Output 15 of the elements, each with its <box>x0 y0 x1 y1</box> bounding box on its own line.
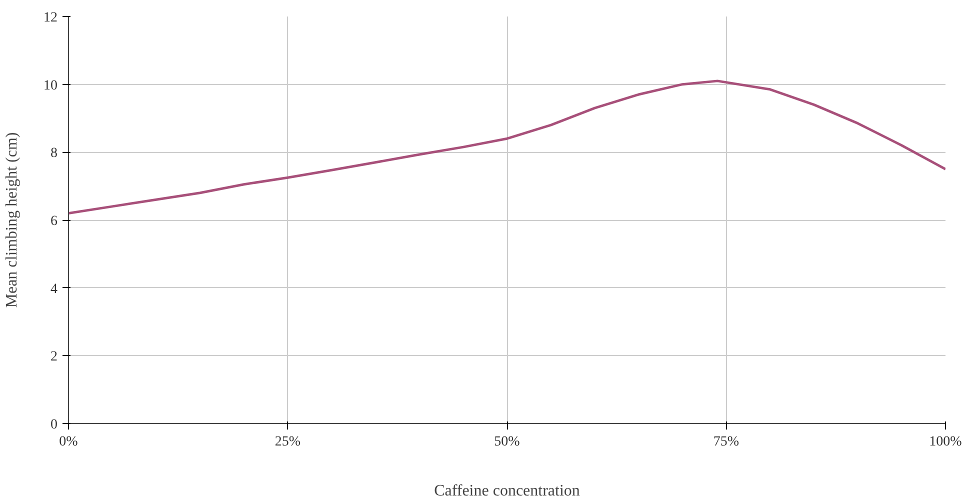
y-tick-label: 6 <box>50 214 58 229</box>
x-tick-label: 25% <box>274 434 301 450</box>
x-tick-label: 100% <box>929 434 962 450</box>
x-axis-title: Caffeine concentration <box>434 482 580 500</box>
y-tick-label: 10 <box>44 78 58 94</box>
y-tick-label: 12 <box>44 10 58 26</box>
x-tick-label: 0% <box>59 434 78 450</box>
y-axis-title: Mean climbing height (cm) <box>4 132 20 308</box>
y-tick-label: 2 <box>50 350 58 365</box>
y-tick-label: 0 <box>50 418 58 432</box>
x-tick-label: 50% <box>494 434 520 450</box>
y-tick-label: 4 <box>50 282 58 297</box>
line-series <box>68 80 946 214</box>
y-tick-label: 8 <box>50 146 58 162</box>
x-tick-label: 75% <box>713 434 740 450</box>
